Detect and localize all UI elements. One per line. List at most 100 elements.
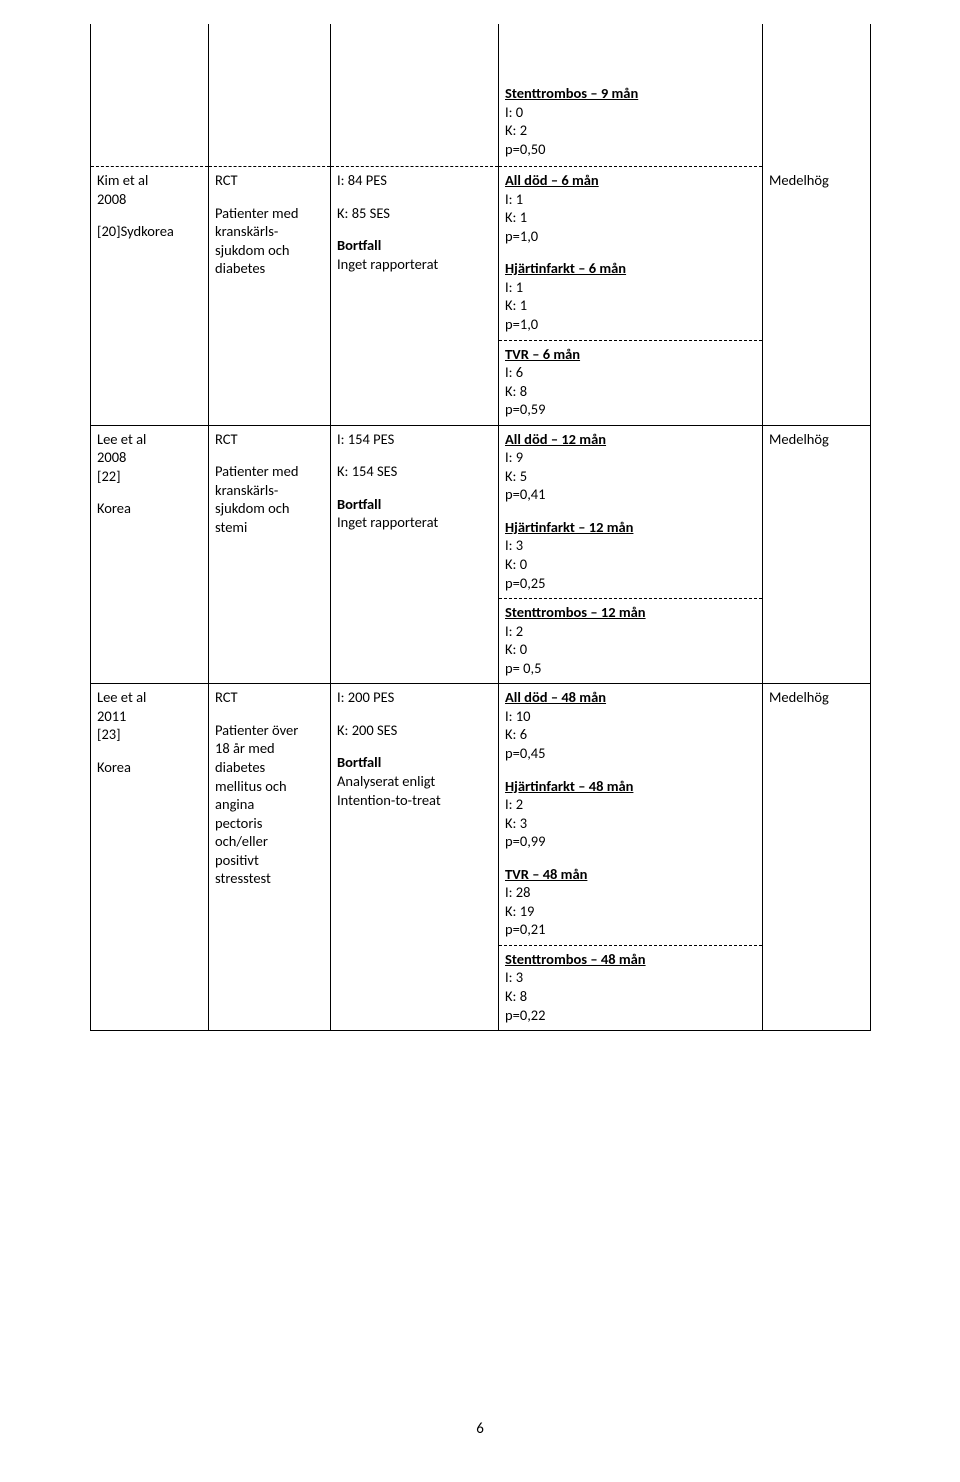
cell: RCT Patienter med kranskärls- sjukdom oc… <box>209 167 331 426</box>
text: K: 19 <box>505 902 756 921</box>
spacer <box>97 744 202 758</box>
table-row: Lee et al 2008 [22] Korea RCT Patienter … <box>91 425 871 598</box>
text: I: 1 <box>505 190 756 209</box>
text: Patienter över <box>215 721 324 740</box>
text: p=0,25 <box>505 574 756 593</box>
text: K: 2 <box>505 121 756 140</box>
text: kranskärls- <box>215 222 324 241</box>
text: sjukdom och <box>215 241 324 260</box>
block-title: Hjärtinfarkt – 48 mån <box>505 777 756 796</box>
block-title: TVR – 6 mån <box>505 345 756 364</box>
text: K: 1 <box>505 208 756 227</box>
text: K: 154 SES <box>337 462 492 481</box>
cell: All död – 48 mån I: 10 K: 6 p=0,45 Hjärt… <box>499 684 763 946</box>
cell: Lee et al 2011 [23] Korea <box>91 684 209 1031</box>
spacer <box>505 851 756 865</box>
text: K: 85 SES <box>337 204 492 223</box>
text: [23] <box>97 725 202 744</box>
spacer <box>97 485 202 499</box>
text: p=0,41 <box>505 485 756 504</box>
spacer <box>505 504 756 518</box>
text: angina <box>215 795 324 814</box>
text: I: 2 <box>505 795 756 814</box>
text: Patienter med <box>215 204 324 223</box>
block-title: Hjärtinfarkt – 6 mån <box>505 259 756 278</box>
block-title: All död – 12 mån <box>505 430 756 449</box>
text: Bortfall <box>337 495 492 514</box>
text: p=0,59 <box>505 400 756 419</box>
page: Stenttrombos – 9 mån I: 0 K: 2 p=0,50 Ki… <box>0 0 960 1031</box>
spacer <box>215 190 324 204</box>
cell <box>91 24 209 167</box>
text: K: 8 <box>505 382 756 401</box>
cell: All död – 6 mån I: 1 K: 1 p=1,0 Hjärtinf… <box>499 167 763 340</box>
text: K: 200 SES <box>337 721 492 740</box>
text: I: 10 <box>505 707 756 726</box>
spacer <box>337 190 492 204</box>
text: I: 9 <box>505 448 756 467</box>
text: Korea <box>97 758 202 777</box>
spacer <box>337 739 492 753</box>
text: p=0,50 <box>505 140 756 159</box>
cell: Stenttrombos – 9 mån I: 0 K: 2 p=0,50 <box>499 24 763 167</box>
text: p=0,22 <box>505 1006 756 1025</box>
text: kranskärls- <box>215 481 324 500</box>
text: Korea <box>97 499 202 518</box>
cell <box>331 24 499 167</box>
cell <box>209 24 331 167</box>
block-title: Hjärtinfarkt – 12 mån <box>505 518 756 537</box>
text: Bortfall <box>337 753 492 772</box>
text: 2008 <box>97 448 202 467</box>
block-title: Stenttrombos – 12 mån <box>505 603 756 622</box>
text: K: 0 <box>505 555 756 574</box>
spacer <box>97 208 202 222</box>
text: I: 6 <box>505 363 756 382</box>
cell: All död – 12 mån I: 9 K: 5 p=0,41 Hjärti… <box>499 425 763 598</box>
text: Inget rapporterat <box>337 255 492 274</box>
spacer <box>215 448 324 462</box>
cell <box>763 24 871 167</box>
table-row: Kim et al 2008 [20]Sydkorea RCT Patiente… <box>91 167 871 340</box>
text: K: 8 <box>505 987 756 1006</box>
text: p=0,21 <box>505 920 756 939</box>
block-title: TVR – 48 mån <box>505 865 756 884</box>
spacer <box>337 448 492 462</box>
text: Lee et al <box>97 430 202 449</box>
text: mellitus och <box>215 777 324 796</box>
text: Medelhög <box>769 171 864 190</box>
text: RCT <box>215 430 324 449</box>
text: stresstest <box>215 869 324 888</box>
text: p=1,0 <box>505 315 756 334</box>
text: K: 6 <box>505 725 756 744</box>
text: 2011 <box>97 707 202 726</box>
cell: Medelhög <box>763 425 871 684</box>
text: Inget rapporterat <box>337 513 492 532</box>
cell: Stenttrombos – 12 mån I: 2 K: 0 p= 0,5 <box>499 599 763 684</box>
text: Medelhög <box>769 430 864 449</box>
text: I: 154 PES <box>337 430 492 449</box>
text: diabetes <box>215 758 324 777</box>
text: diabetes <box>215 259 324 278</box>
text: K: 5 <box>505 467 756 486</box>
cell: Kim et al 2008 [20]Sydkorea <box>91 167 209 426</box>
cell: I: 84 PES K: 85 SES Bortfall Inget rappo… <box>331 167 499 426</box>
spacer <box>505 245 756 259</box>
text: I: 0 <box>505 103 756 122</box>
text: [20]Sydkorea <box>97 222 202 241</box>
spacer <box>337 481 492 495</box>
spacer <box>215 707 324 721</box>
text: I: 3 <box>505 536 756 555</box>
text: pectoris <box>215 814 324 833</box>
table-row: Lee et al 2011 [23] Korea RCT Patienter … <box>91 684 871 946</box>
text: I: 1 <box>505 278 756 297</box>
text: p=1,0 <box>505 227 756 246</box>
cell: RCT Patienter med kranskärls- sjukdom oc… <box>209 425 331 684</box>
text: p=0,45 <box>505 744 756 763</box>
text: K: 3 <box>505 814 756 833</box>
text: 18 år med <box>215 739 324 758</box>
text: I: 3 <box>505 968 756 987</box>
text: sjukdom och <box>215 499 324 518</box>
text: RCT <box>215 688 324 707</box>
block-title: All död – 6 mån <box>505 171 756 190</box>
text: K: 1 <box>505 296 756 315</box>
